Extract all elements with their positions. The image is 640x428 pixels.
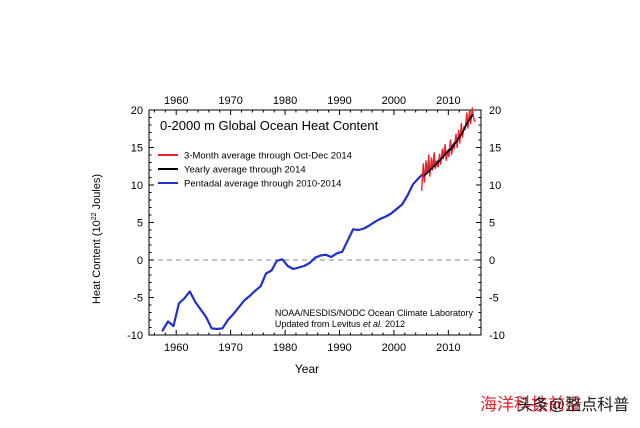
- y-tick-label-right: 5: [489, 218, 495, 230]
- legend-label-1: Yearly average through 2014: [184, 165, 306, 176]
- x-tick-label-top: 1990: [327, 95, 351, 107]
- x-tick-label-top: 1970: [218, 95, 242, 107]
- y-tick-label-left: -5: [133, 293, 143, 305]
- plot-frame: [148, 109, 482, 336]
- y-tick-label-left: 20: [131, 105, 143, 117]
- credit-line-2: Updated from Levitus et al. 2012: [275, 319, 405, 329]
- series-line-2: [161, 130, 464, 332]
- y-tick-label-left: 5: [137, 218, 143, 230]
- y-tick-label-left: -10: [127, 330, 143, 342]
- series-line-1: [423, 113, 474, 177]
- credit-line-1: NOAA/NESDIS/NODC Ocean Climate Laborator…: [275, 308, 474, 318]
- x-tick-label-top: 2010: [436, 95, 460, 107]
- chart-title: 0-2000 m Global Ocean Heat Content: [160, 118, 379, 133]
- x-tick-label-bottom: 1980: [273, 342, 297, 354]
- plot-area-group: 1960196019701970198019801990199020002000…: [127, 95, 505, 354]
- y-tick-label-right: 10: [489, 180, 501, 192]
- x-tick-label-bottom: 1960: [164, 342, 188, 354]
- x-axis-label: Year: [295, 362, 319, 376]
- y-axis-label: Heat Content (1022 Joules): [91, 174, 103, 304]
- watermark-text: 海洋科技前沿: [480, 395, 582, 414]
- x-tick-label-bottom: 1970: [218, 342, 242, 354]
- y-tick-label-right: -10: [489, 330, 505, 342]
- x-tick-label-top: 1960: [164, 95, 188, 107]
- x-tick-label-bottom: 1990: [327, 342, 351, 354]
- attribution-text: 头条@整点科普: [517, 396, 629, 414]
- y-tick-label-right: -5: [489, 293, 499, 305]
- y-tick-label-left: 0: [137, 255, 143, 267]
- legend-label-0: 3-Month average through Oct-Dec 2014: [184, 151, 352, 162]
- y-tick-label-left: 10: [131, 180, 143, 192]
- x-tick-label-top: 2000: [382, 95, 406, 107]
- series-line-0: [421, 107, 476, 192]
- y-tick-label-left: 15: [131, 143, 143, 155]
- x-tick-label-bottom: 2010: [436, 342, 460, 354]
- x-tick-label-top: 1980: [273, 95, 297, 107]
- y-tick-label-right: 15: [489, 143, 501, 155]
- legend-label-2: Pentadal average through 2010-2014: [184, 179, 341, 190]
- y-tick-label-right: 0: [489, 255, 495, 267]
- axis-ticks-group: 1960196019701970198019801990199020002000…: [127, 95, 505, 354]
- legend: 3-Month average through Oct-Dec 2014 Year…: [158, 151, 352, 190]
- y-tick-label-right: 20: [489, 105, 501, 117]
- series-lines-group: [161, 107, 476, 332]
- x-tick-label-bottom: 2000: [382, 342, 406, 354]
